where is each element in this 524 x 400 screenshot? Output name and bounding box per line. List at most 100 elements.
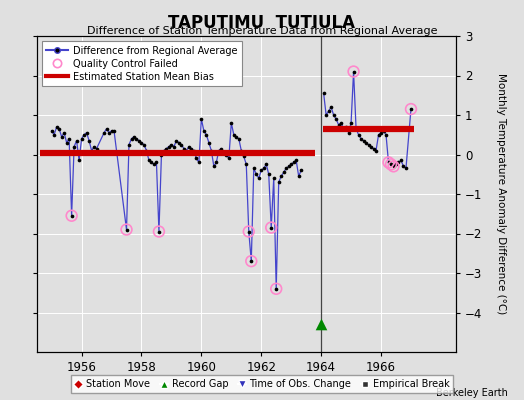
Point — [110, 128, 118, 134]
Text: Berkeley Earth: Berkeley Earth — [436, 388, 508, 398]
Point — [60, 130, 68, 136]
Point — [392, 161, 400, 168]
Point — [387, 161, 395, 168]
Point — [155, 228, 163, 235]
Point — [235, 136, 243, 142]
Point — [50, 132, 58, 138]
Point — [252, 171, 260, 178]
Point — [265, 171, 273, 178]
Point — [245, 228, 253, 235]
Point — [78, 136, 86, 142]
Point — [68, 212, 76, 219]
Point — [90, 143, 99, 150]
Point — [285, 163, 293, 170]
Point — [122, 226, 130, 233]
Point — [317, 321, 325, 328]
Point — [384, 159, 392, 166]
Point — [282, 165, 290, 172]
Point — [267, 224, 276, 231]
Point — [272, 286, 280, 292]
Point — [137, 140, 146, 146]
Point — [387, 161, 395, 168]
Legend: Difference from Regional Average, Quality Control Failed, Estimated Station Mean: Difference from Regional Average, Qualit… — [41, 41, 242, 86]
Point — [85, 138, 93, 144]
Point — [279, 169, 288, 176]
Point — [227, 120, 235, 126]
Point — [125, 142, 133, 148]
Point — [389, 163, 398, 170]
Legend: Station Move, Record Gap, Time of Obs. Change, Empirical Break: Station Move, Record Gap, Time of Obs. C… — [71, 375, 453, 393]
Point — [359, 138, 368, 144]
Point — [362, 140, 370, 146]
Point — [155, 228, 163, 235]
Point — [267, 224, 276, 231]
Point — [182, 147, 191, 154]
Point — [330, 112, 338, 118]
Point — [147, 159, 156, 166]
Point — [297, 167, 305, 174]
Point — [394, 159, 402, 166]
Point — [322, 112, 330, 118]
Point — [372, 147, 380, 154]
Point — [357, 136, 365, 142]
Point — [255, 175, 263, 182]
Point — [143, 147, 151, 154]
Point — [122, 226, 130, 233]
Point — [135, 138, 143, 144]
Point — [157, 151, 166, 158]
Point — [160, 147, 168, 154]
Point — [58, 134, 66, 140]
Point — [130, 134, 138, 140]
Y-axis label: Monthly Temperature Anomaly Difference (°C): Monthly Temperature Anomaly Difference (… — [496, 73, 506, 315]
Point — [334, 122, 343, 128]
Point — [287, 161, 296, 168]
Point — [269, 175, 278, 182]
Point — [232, 134, 241, 140]
Point — [190, 147, 198, 154]
Point — [257, 167, 266, 174]
Point — [217, 145, 225, 152]
Point — [172, 138, 181, 144]
Point — [320, 90, 328, 96]
Point — [167, 142, 176, 148]
Point — [212, 159, 221, 166]
Point — [72, 138, 81, 144]
Point — [205, 140, 213, 146]
Point — [220, 149, 228, 156]
Point — [327, 104, 335, 110]
Point — [242, 161, 250, 168]
Point — [180, 145, 188, 152]
Point — [127, 136, 136, 142]
Point — [369, 145, 378, 152]
Point — [342, 124, 350, 130]
Point — [170, 143, 178, 150]
Point — [177, 142, 185, 148]
Point — [364, 142, 373, 148]
Point — [247, 258, 256, 264]
Point — [102, 126, 111, 132]
Point — [384, 159, 392, 166]
Point — [197, 116, 205, 122]
Point — [70, 143, 78, 150]
Point — [202, 132, 211, 138]
Point — [389, 163, 398, 170]
Point — [324, 108, 333, 114]
Point — [347, 120, 355, 126]
Point — [354, 132, 363, 138]
Point — [187, 145, 195, 152]
Point — [259, 165, 268, 172]
Text: TAPUTIMU  TUTIULA: TAPUTIMU TUTIULA — [169, 14, 355, 32]
Point — [249, 165, 258, 172]
Point — [344, 130, 353, 136]
Point — [230, 132, 238, 138]
Point — [262, 161, 270, 168]
Point — [210, 163, 218, 170]
Point — [350, 68, 358, 75]
Point — [352, 126, 361, 132]
Point — [215, 147, 223, 154]
Point — [294, 173, 303, 180]
Point — [337, 120, 345, 126]
Point — [52, 124, 61, 130]
Point — [399, 163, 408, 170]
Point — [225, 155, 233, 162]
